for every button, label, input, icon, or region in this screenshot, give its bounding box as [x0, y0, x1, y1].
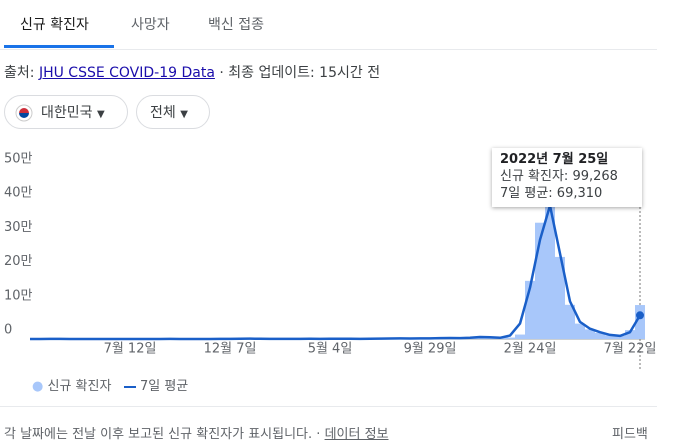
tab[interactable]: 백신 접종: [208, 17, 264, 33]
x-tick-label: 12월 7일: [204, 342, 257, 357]
bar: [585, 329, 595, 339]
dropdown-label: 전체: [150, 105, 176, 121]
y-tick-label: 10만: [4, 288, 33, 303]
source-line: 출처: JHU CSSE COVID-19 Data · 최종 업데이트: 15…: [4, 62, 380, 82]
y-tick-label: 0: [4, 323, 12, 338]
bar: [525, 280, 535, 339]
bar: [535, 222, 545, 339]
bar: [615, 335, 625, 339]
footer: 각 날짜에는 전날 이후 보고된 신규 확진자가 표시됩니다. · 데이터 정보: [4, 423, 389, 442]
bar: [555, 256, 565, 339]
bar: [635, 305, 645, 339]
bar: [625, 330, 635, 339]
range-dropdown[interactable]: 전체 ▼: [136, 95, 210, 129]
x-tick-label: 7월 12일: [104, 342, 157, 357]
chart: 0 10만 20만 30만 40만 50만 7월 12일 12월 7일 5월 4일 9월 29일 2…: [4, 152, 657, 370]
footer-sep: ·: [316, 427, 321, 442]
x-tick-label: 7월 22일: [604, 342, 657, 357]
source-link[interactable]: JHU CSSE COVID-19 Data: [38, 65, 215, 81]
y-tick-label: 40만: [4, 186, 33, 201]
bar: [565, 304, 575, 339]
source-updated: · 최종 업데이트: 15시간 전: [219, 65, 381, 81]
tooltip-date: 2022년 7월 25일: [500, 152, 609, 167]
dropdown-label: 대한민국: [41, 105, 93, 121]
footer-link[interactable]: 데이터 정보: [324, 427, 389, 442]
bar: [515, 334, 525, 339]
legend: ● 신규 확진자 7일 평균: [32, 379, 189, 394]
line: [29, 204, 642, 341]
tooltip: 2022년 7월 25일 신규 확진자: 99,268 7일 평균: 69,31…: [492, 148, 642, 207]
feedback[interactable]: 피드백: [612, 427, 648, 442]
source-prefix: 출처:: [4, 65, 35, 81]
bar: [575, 323, 585, 339]
x-tick-label: 9월 29일: [404, 342, 457, 357]
bar: [595, 332, 605, 339]
tab[interactable]: 신규 확진자: [20, 17, 89, 33]
y-tick-label: 30만: [4, 220, 33, 235]
divider: [0, 49, 657, 50]
x-tick-label: 5월 4일: [308, 342, 353, 357]
divider: [0, 406, 657, 407]
footer-note: 각 날짜에는 전날 이후 보고된 신규 확진자가 표시됩니다.: [4, 427, 313, 442]
hover-dot: [636, 311, 644, 320]
x-tick-label: 2월 24일: [504, 342, 557, 357]
legend-entry: 7일 평균: [139, 379, 189, 394]
bar: [505, 337, 515, 339]
y-tick-label: 50만: [4, 152, 33, 167]
bar: [605, 335, 615, 339]
y-tick-label: 20만: [4, 254, 33, 269]
country-dropdown[interactable]: 대한민국 ▼: [4, 95, 128, 129]
tab-indicator: [4, 45, 114, 48]
flag-icon: [15, 104, 33, 122]
bar: [545, 191, 555, 339]
tooltip-line: 7일 평균: 69,310: [500, 186, 603, 201]
legend-entry: 신규 확진자: [47, 379, 112, 394]
tab[interactable]: 사망자: [131, 17, 170, 33]
tooltip-line: 신규 확진자: 99,268: [500, 169, 618, 184]
